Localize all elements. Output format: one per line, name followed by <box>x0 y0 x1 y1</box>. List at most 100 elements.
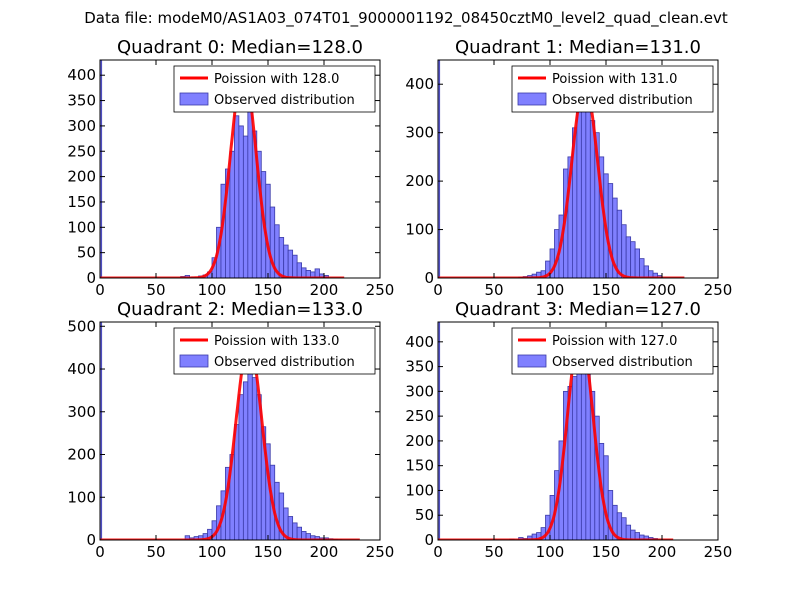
zero-spike-bar <box>438 60 441 278</box>
y-tick-label: 300 <box>405 124 434 142</box>
x-tick-label: 50 <box>146 281 165 299</box>
x-tick-label: 200 <box>648 543 677 561</box>
legend: Poission with 133.0 Observed distribution <box>173 327 376 375</box>
panel-title: Quadrant 1: Median=131.0 <box>455 37 701 58</box>
x-tick-label: 0 <box>95 543 105 561</box>
histogram-bar <box>643 265 649 278</box>
y-tick-label: 250 <box>405 407 434 425</box>
legend-bar-swatch <box>517 92 547 106</box>
y-tick-label: 500 <box>67 317 96 335</box>
histogram-bar <box>287 249 294 278</box>
y-tick-label: 50 <box>77 244 96 262</box>
histogram-bar <box>296 262 302 278</box>
y-tick-label: 200 <box>67 168 96 186</box>
histogram-bar <box>314 268 320 278</box>
suptitle: Data file: modeM0/AS1A03_074T01_90000011… <box>84 9 728 28</box>
plot-area-3 <box>438 322 674 540</box>
y-tick-label: 0 <box>86 269 96 287</box>
legend-bar-swatch <box>179 92 209 106</box>
histogram-bar <box>251 377 258 540</box>
y-tick-label: 0 <box>86 531 96 549</box>
axes-frame <box>437 321 719 541</box>
legend-bar-swatch <box>179 354 209 368</box>
histogram-bar <box>585 88 591 278</box>
axes-frame <box>99 59 381 279</box>
y-tick-label: 100 <box>405 481 434 499</box>
zero-spike-bar <box>100 322 103 540</box>
y-tick-label: 150 <box>405 457 434 475</box>
zero-spike-bar <box>100 60 103 278</box>
histogram-bar <box>572 376 578 540</box>
x-tick-label: 250 <box>704 543 733 561</box>
x-tick-label: 250 <box>704 281 733 299</box>
histogram-bar <box>287 516 294 540</box>
y-tick-label: 300 <box>67 117 96 135</box>
x-tick-label: 100 <box>198 543 227 561</box>
legend-label-hist: Observed distribution <box>552 355 693 370</box>
histogram-bar <box>238 125 244 278</box>
legend-label-curve: Poission with 128.0 <box>214 72 339 87</box>
x-tick-label: 50 <box>484 281 503 299</box>
y-tick-label: 100 <box>405 221 434 239</box>
histogram-bar <box>621 517 627 540</box>
histogram-bar <box>625 524 632 540</box>
plot-area-1 <box>438 60 685 278</box>
histogram-bar <box>301 267 307 278</box>
panel-0: 0 50 100 150 200 250 0 50 100 150 200 250 300 350 400 Q… <box>67 37 394 299</box>
y-tick-label: 100 <box>67 488 96 506</box>
panel-3: 0 50 100 150 200 250 0 50 100 150 200 250 300 350 400 Q… <box>405 299 732 561</box>
legend: Poission with 128.0 Observed distribution <box>173 65 376 113</box>
x-tick-label: 250 <box>366 281 395 299</box>
x-tick-label: 150 <box>592 543 621 561</box>
x-tick-label: 250 <box>366 543 395 561</box>
axes-frame <box>99 321 381 541</box>
y-tick-label: 400 <box>405 333 434 351</box>
legend-label-hist: Observed distribution <box>214 355 355 370</box>
histogram-bar <box>278 237 285 278</box>
axes-frame <box>437 59 719 279</box>
panels: 0 50 100 150 200 250 0 50 100 150 200 250 300 350 400 Q… <box>67 37 732 561</box>
poisson-curve <box>438 82 685 278</box>
histogram-bar <box>233 115 240 278</box>
y-tick-label: 400 <box>67 66 96 84</box>
legend-label-curve: Poission with 131.0 <box>552 72 677 87</box>
histogram-bar <box>238 394 244 540</box>
poisson-curve <box>100 68 345 278</box>
panel-title: Quadrant 0: Median=128.0 <box>117 37 363 58</box>
legend-bar-swatch <box>517 354 547 368</box>
histogram-bar <box>242 135 249 278</box>
y-tick-label: 0 <box>424 531 434 549</box>
x-tick-label: 100 <box>198 281 227 299</box>
x-tick-label: 100 <box>536 543 565 561</box>
panel-title: Quadrant 3: Median=127.0 <box>455 299 701 320</box>
y-tick-label: 100 <box>67 218 96 236</box>
x-tick-label: 200 <box>648 281 677 299</box>
zero-spike-bar <box>438 322 441 540</box>
x-tick-label: 150 <box>254 281 283 299</box>
x-tick-label: 200 <box>310 543 339 561</box>
histogram-bar <box>283 244 289 278</box>
legend: Poission with 127.0 Observed distribution <box>511 327 714 375</box>
histogram-bar <box>580 83 587 278</box>
histogram-bar <box>621 224 627 278</box>
y-tick-label: 400 <box>405 75 434 93</box>
histogram-bar <box>576 358 582 540</box>
legend-label-curve: Poission with 127.0 <box>552 334 677 349</box>
y-tick-label: 300 <box>405 382 434 400</box>
histogram-bar <box>639 258 645 278</box>
histogram-bar <box>229 150 235 278</box>
histogram-bar <box>292 254 298 278</box>
histogram-bar <box>630 241 636 278</box>
histogram-bar <box>634 248 640 278</box>
legend: Poission with 131.0 Observed distribution <box>511 65 714 113</box>
legend-label-curve: Poission with 133.0 <box>214 334 339 349</box>
x-tick-label: 150 <box>592 281 621 299</box>
y-tick-label: 200 <box>67 446 96 464</box>
histogram-bar <box>292 522 298 540</box>
x-tick-label: 0 <box>433 543 443 561</box>
histogram-bar <box>242 381 249 540</box>
histogram-bar <box>625 236 632 278</box>
y-tick-label: 0 <box>424 269 434 287</box>
y-tick-label: 150 <box>67 193 96 211</box>
